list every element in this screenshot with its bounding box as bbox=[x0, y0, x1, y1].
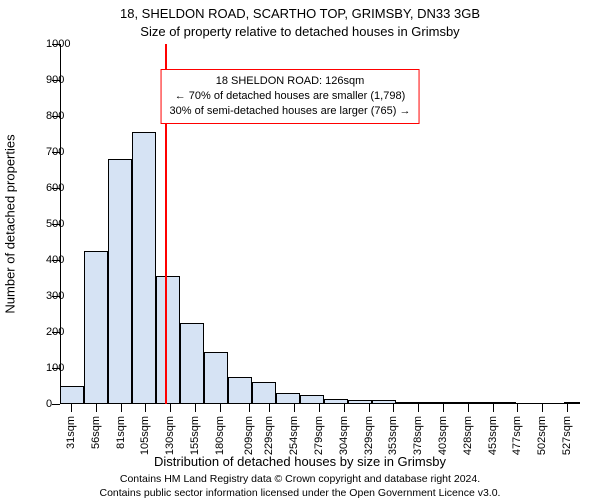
y-tick-label: 900 bbox=[46, 74, 48, 86]
y-axis-label: Number of detached properties bbox=[3, 134, 18, 313]
x-tick bbox=[269, 404, 270, 412]
y-tick bbox=[52, 404, 60, 405]
x-tick bbox=[493, 404, 494, 412]
x-tick bbox=[369, 404, 370, 412]
y-tick-label: 100 bbox=[46, 362, 48, 374]
footer-line-1: Contains HM Land Registry data © Crown c… bbox=[0, 473, 600, 487]
histogram-bar bbox=[84, 251, 108, 404]
histogram-bar bbox=[156, 276, 180, 404]
histogram-bar bbox=[468, 402, 492, 404]
histogram-bar bbox=[204, 352, 228, 404]
x-tick bbox=[121, 404, 122, 412]
histogram-bar bbox=[444, 402, 468, 404]
y-tick-label: 0 bbox=[46, 398, 48, 410]
x-tick-label: 180sqm bbox=[214, 416, 226, 455]
info-box-line: ← 70% of detached houses are smaller (1,… bbox=[170, 89, 411, 104]
x-tick-label: 56sqm bbox=[90, 416, 102, 449]
histogram-bar bbox=[60, 386, 84, 404]
histogram-bar bbox=[228, 377, 252, 404]
x-tick-label: 527sqm bbox=[561, 416, 573, 455]
y-tick-label: 700 bbox=[46, 146, 48, 158]
y-tick-label: 1000 bbox=[46, 38, 48, 50]
x-tick bbox=[393, 404, 394, 412]
x-tick bbox=[71, 404, 72, 412]
x-tick-label: 229sqm bbox=[263, 416, 275, 455]
x-axis-label: Distribution of detached houses by size … bbox=[0, 454, 600, 469]
x-tick-label: 403sqm bbox=[437, 416, 449, 455]
x-tick bbox=[468, 404, 469, 412]
histogram-bar bbox=[372, 400, 396, 404]
x-tick-label: 81sqm bbox=[115, 416, 127, 449]
histogram-bar bbox=[492, 402, 516, 404]
x-tick-label: 353sqm bbox=[387, 416, 399, 455]
x-tick bbox=[170, 404, 171, 412]
x-tick bbox=[443, 404, 444, 412]
x-tick bbox=[542, 404, 543, 412]
plot-area: 0100200300400500600700800900100031sqm56s… bbox=[60, 44, 580, 404]
histogram-bar bbox=[324, 399, 348, 404]
histogram-bar bbox=[300, 395, 324, 404]
info-box-line: 30% of semi-detached houses are larger (… bbox=[170, 104, 411, 119]
y-tick-label: 300 bbox=[46, 290, 48, 302]
histogram-bar bbox=[108, 159, 132, 404]
histogram-bar bbox=[564, 402, 580, 404]
x-tick-label: 31sqm bbox=[65, 416, 77, 449]
x-tick bbox=[195, 404, 196, 412]
x-tick bbox=[344, 404, 345, 412]
x-tick bbox=[96, 404, 97, 412]
x-tick bbox=[319, 404, 320, 412]
x-tick bbox=[220, 404, 221, 412]
info-box-line: 18 SHELDON ROAD: 126sqm bbox=[170, 74, 411, 89]
y-tick-label: 800 bbox=[46, 110, 48, 122]
footer-line-2: Contains public sector information licen… bbox=[0, 487, 600, 500]
x-tick-label: 279sqm bbox=[313, 416, 325, 455]
y-tick-label: 600 bbox=[46, 182, 48, 194]
x-tick bbox=[517, 404, 518, 412]
x-tick-label: 254sqm bbox=[288, 416, 300, 455]
x-tick bbox=[294, 404, 295, 412]
y-tick-label: 200 bbox=[46, 326, 48, 338]
x-tick bbox=[145, 404, 146, 412]
plot-inner: 0100200300400500600700800900100031sqm56s… bbox=[60, 44, 580, 404]
chart-title-sub: Size of property relative to detached ho… bbox=[0, 24, 600, 39]
histogram-bar bbox=[276, 393, 300, 404]
x-tick-label: 130sqm bbox=[164, 416, 176, 455]
x-tick-label: 329sqm bbox=[363, 416, 375, 455]
histogram-bar bbox=[180, 323, 204, 404]
chart-container: { "title_main": "18, SHELDON ROAD, SCART… bbox=[0, 0, 600, 500]
x-tick-label: 209sqm bbox=[243, 416, 255, 455]
x-tick-label: 453sqm bbox=[487, 416, 499, 455]
chart-title-main: 18, SHELDON ROAD, SCARTHO TOP, GRIMSBY, … bbox=[0, 6, 600, 21]
x-tick bbox=[567, 404, 568, 412]
histogram-bar bbox=[420, 402, 444, 404]
x-tick bbox=[249, 404, 250, 412]
x-tick-label: 378sqm bbox=[412, 416, 424, 455]
x-tick bbox=[418, 404, 419, 412]
x-tick-label: 105sqm bbox=[139, 416, 151, 455]
footer-attribution: Contains HM Land Registry data © Crown c… bbox=[0, 473, 600, 500]
histogram-bar bbox=[252, 382, 276, 404]
histogram-bar bbox=[132, 132, 156, 404]
x-tick-label: 304sqm bbox=[338, 416, 350, 455]
histogram-bar bbox=[396, 402, 420, 404]
x-tick-label: 155sqm bbox=[189, 416, 201, 455]
y-tick-label: 500 bbox=[46, 218, 48, 230]
x-tick-label: 477sqm bbox=[511, 416, 523, 455]
x-tick-label: 502sqm bbox=[536, 416, 548, 455]
info-box: 18 SHELDON ROAD: 126sqm← 70% of detached… bbox=[161, 69, 420, 124]
y-tick-label: 400 bbox=[46, 254, 48, 266]
x-tick-label: 428sqm bbox=[462, 416, 474, 455]
histogram-bar bbox=[348, 400, 372, 404]
